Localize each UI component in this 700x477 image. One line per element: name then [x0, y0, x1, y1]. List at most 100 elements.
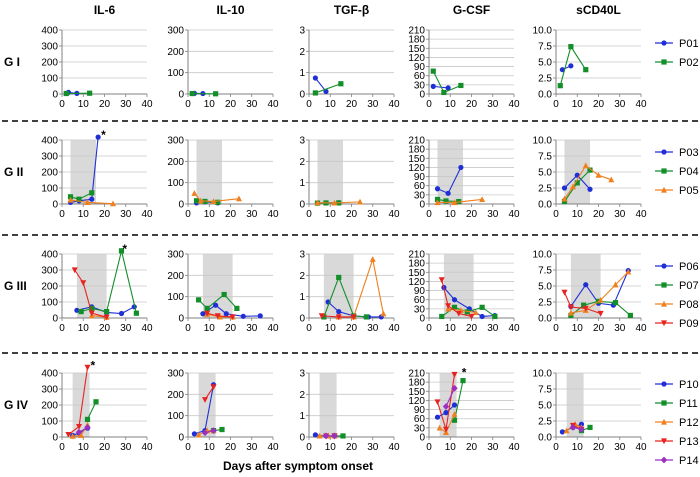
panel-4-5: 0.0 2.5 5.0 7.5 10.0 0 10 20 30 40 — [533, 369, 647, 454]
x-tick-label: 30 — [614, 323, 626, 334]
y-tick-label: 60 — [414, 181, 426, 192]
data-point — [567, 304, 574, 311]
y-tick-label: 10.0 — [533, 250, 553, 261]
x-tick-label: 20 — [346, 209, 358, 220]
x-tick-label: 40 — [508, 323, 520, 334]
y-tick-label: 180 — [408, 378, 425, 389]
y-tick-label: 0 — [52, 314, 58, 325]
y-tick-label: 7.5 — [538, 385, 552, 396]
data-point — [89, 190, 95, 196]
series-line — [563, 292, 601, 315]
y-tick-label: 0 — [299, 90, 305, 101]
y-tick-label: 2 — [299, 47, 305, 58]
series-line — [193, 192, 240, 202]
y-tick-label: 2 — [299, 390, 305, 401]
x-tick-label: 10 — [572, 442, 584, 453]
x-tick-label: 20 — [593, 442, 605, 453]
data-point — [191, 190, 198, 196]
y-tick-label: 1 — [299, 292, 305, 303]
data-point — [200, 311, 206, 317]
x-tick-label: 20 — [593, 209, 605, 220]
legend-marker — [661, 282, 667, 288]
significance-asterisk: * — [462, 366, 467, 380]
data-point — [479, 313, 485, 320]
data-point — [570, 183, 576, 190]
data-point — [216, 313, 223, 320]
y-tick-label: 300 — [167, 26, 184, 37]
series-p01 — [559, 63, 574, 73]
series-p09 — [438, 277, 475, 320]
data-point — [561, 195, 568, 202]
y-tick-label: 210 — [408, 250, 425, 261]
col-title-gcsf: G-CSF — [453, 3, 490, 17]
col-title-il10: IL-10 — [216, 3, 244, 17]
series-line — [70, 137, 99, 203]
x-tick-label: 0 — [306, 209, 312, 220]
y-tick-label: 200 — [167, 47, 184, 58]
y-tick-label: 7.5 — [538, 42, 552, 53]
legend-label-p02: P02 — [679, 57, 699, 69]
panel-3-5: 0.0 2.5 5.0 7.5 10.0 0 10 20 30 40 — [533, 250, 647, 335]
x-tick-label: 10 — [78, 209, 90, 220]
y-tick-label: 0.0 — [538, 200, 552, 211]
y-tick-label: 150 — [408, 268, 425, 279]
y-tick-label: 3 — [299, 369, 305, 380]
y-tick-label: 100 — [41, 184, 58, 195]
data-point — [71, 267, 78, 274]
x-tick-label: 40 — [267, 99, 279, 110]
y-tick-label: 120 — [408, 53, 425, 64]
y-tick-label: 5.0 — [538, 168, 552, 179]
y-tick-label: 120 — [408, 163, 425, 174]
panel-4-2: 0 100 200 300 0 10 20 30 40 — [167, 369, 279, 454]
legend-marker — [661, 381, 667, 387]
legend-label-p08: P08 — [679, 299, 699, 311]
data-point — [312, 75, 318, 81]
series-line — [323, 275, 367, 318]
x-tick-label: 10 — [445, 442, 457, 453]
series-p05 — [434, 196, 486, 206]
series-p14 — [322, 432, 338, 440]
data-point — [110, 200, 116, 207]
series-p02 — [63, 90, 93, 97]
y-tick-label: 100 — [167, 411, 184, 422]
x-tick-label: 40 — [267, 442, 279, 453]
series-line — [74, 269, 107, 318]
series-p09 — [561, 289, 604, 317]
data-point — [460, 378, 466, 384]
data-point — [80, 280, 87, 286]
series-p02 — [189, 90, 219, 97]
y-tick-label: 60 — [414, 414, 426, 425]
series-p11 — [84, 399, 99, 422]
y-tick-label: 100 — [167, 292, 184, 303]
x-tick-label: 30 — [367, 442, 379, 453]
data-point — [472, 309, 479, 316]
x-tick-label: 30 — [367, 209, 379, 220]
significance-asterisk: * — [91, 358, 96, 372]
data-point — [84, 364, 91, 371]
legend-label-p14: P14 — [679, 455, 699, 467]
data-point — [331, 199, 338, 206]
data-point — [195, 431, 202, 438]
y-tick-label: 200 — [167, 390, 184, 401]
data-point — [84, 199, 91, 205]
x-tick-label: 0 — [426, 442, 432, 453]
data-point — [213, 91, 219, 97]
x-tick-label: 40 — [141, 99, 153, 110]
legend-marker — [661, 418, 667, 425]
data-point — [442, 403, 450, 410]
shaded-interval — [323, 254, 354, 318]
y-tick-label: 0 — [299, 433, 305, 444]
shaded-interval — [196, 140, 222, 204]
data-point — [363, 314, 369, 320]
legend-label-p11: P11 — [679, 398, 698, 410]
data-point — [445, 190, 451, 196]
data-point — [582, 162, 589, 169]
panel-1-1: 0 100 200 300 400 0 10 20 30 40 — [41, 26, 153, 111]
data-point — [84, 424, 91, 431]
legend-label-p04: P04 — [679, 166, 699, 178]
x-tick-label: 40 — [635, 442, 647, 453]
x-tick-label: 0 — [185, 99, 191, 110]
y-tick-label: 1 — [299, 411, 305, 422]
data-point — [118, 248, 125, 254]
